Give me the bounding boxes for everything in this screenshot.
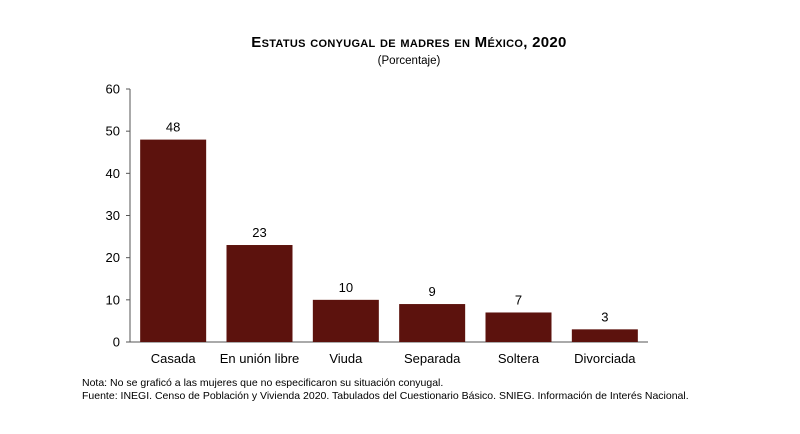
source-line: Fuente: INEGI. Censo de Población y Vivi…: [82, 390, 722, 403]
y-tick-label: 50: [106, 124, 120, 139]
x-tick-label: Soltera: [498, 351, 540, 366]
x-tick-label: En unión libre: [220, 351, 300, 366]
data-label: 3: [601, 309, 608, 324]
note-prefix: Nota:: [82, 377, 108, 389]
data-label: 9: [429, 284, 436, 299]
chart-subtitle: (Porcentaje): [377, 55, 441, 67]
x-tick-label: Viuda: [329, 351, 363, 366]
data-label: 48: [166, 120, 180, 135]
note-line: Nota: No se graficó a las mujeres que no…: [82, 377, 722, 390]
y-tick-label: 20: [106, 250, 120, 265]
chart-notes: Nota: No se graficó a las mujeres que no…: [82, 377, 722, 403]
source-text: INEGI. Censo de Población y Vivienda 202…: [120, 390, 689, 402]
y-tick-label: 10: [106, 292, 120, 307]
bar: [485, 312, 552, 342]
x-tick-label: Separada: [404, 351, 461, 366]
x-tick-label: Divorciada: [574, 351, 636, 366]
bar: [226, 245, 293, 342]
y-tick-label: 60: [106, 82, 120, 97]
bar: [312, 299, 379, 342]
note-text: No se graficó a las mujeres que no espec…: [110, 377, 444, 389]
source-prefix: Fuente:: [82, 390, 118, 402]
chart-title: Estatus conyugal de madres en México, 20…: [251, 34, 567, 51]
y-tick-label: 30: [106, 208, 120, 223]
data-label: 7: [515, 292, 522, 307]
bar: [140, 139, 207, 342]
bar: [571, 329, 638, 342]
x-tick-label: Casada: [151, 351, 197, 366]
data-label: 10: [339, 280, 353, 295]
y-tick-label: 40: [106, 166, 120, 181]
data-label: 23: [252, 225, 266, 240]
bar: [399, 304, 466, 342]
y-tick-label: 0: [113, 335, 120, 350]
